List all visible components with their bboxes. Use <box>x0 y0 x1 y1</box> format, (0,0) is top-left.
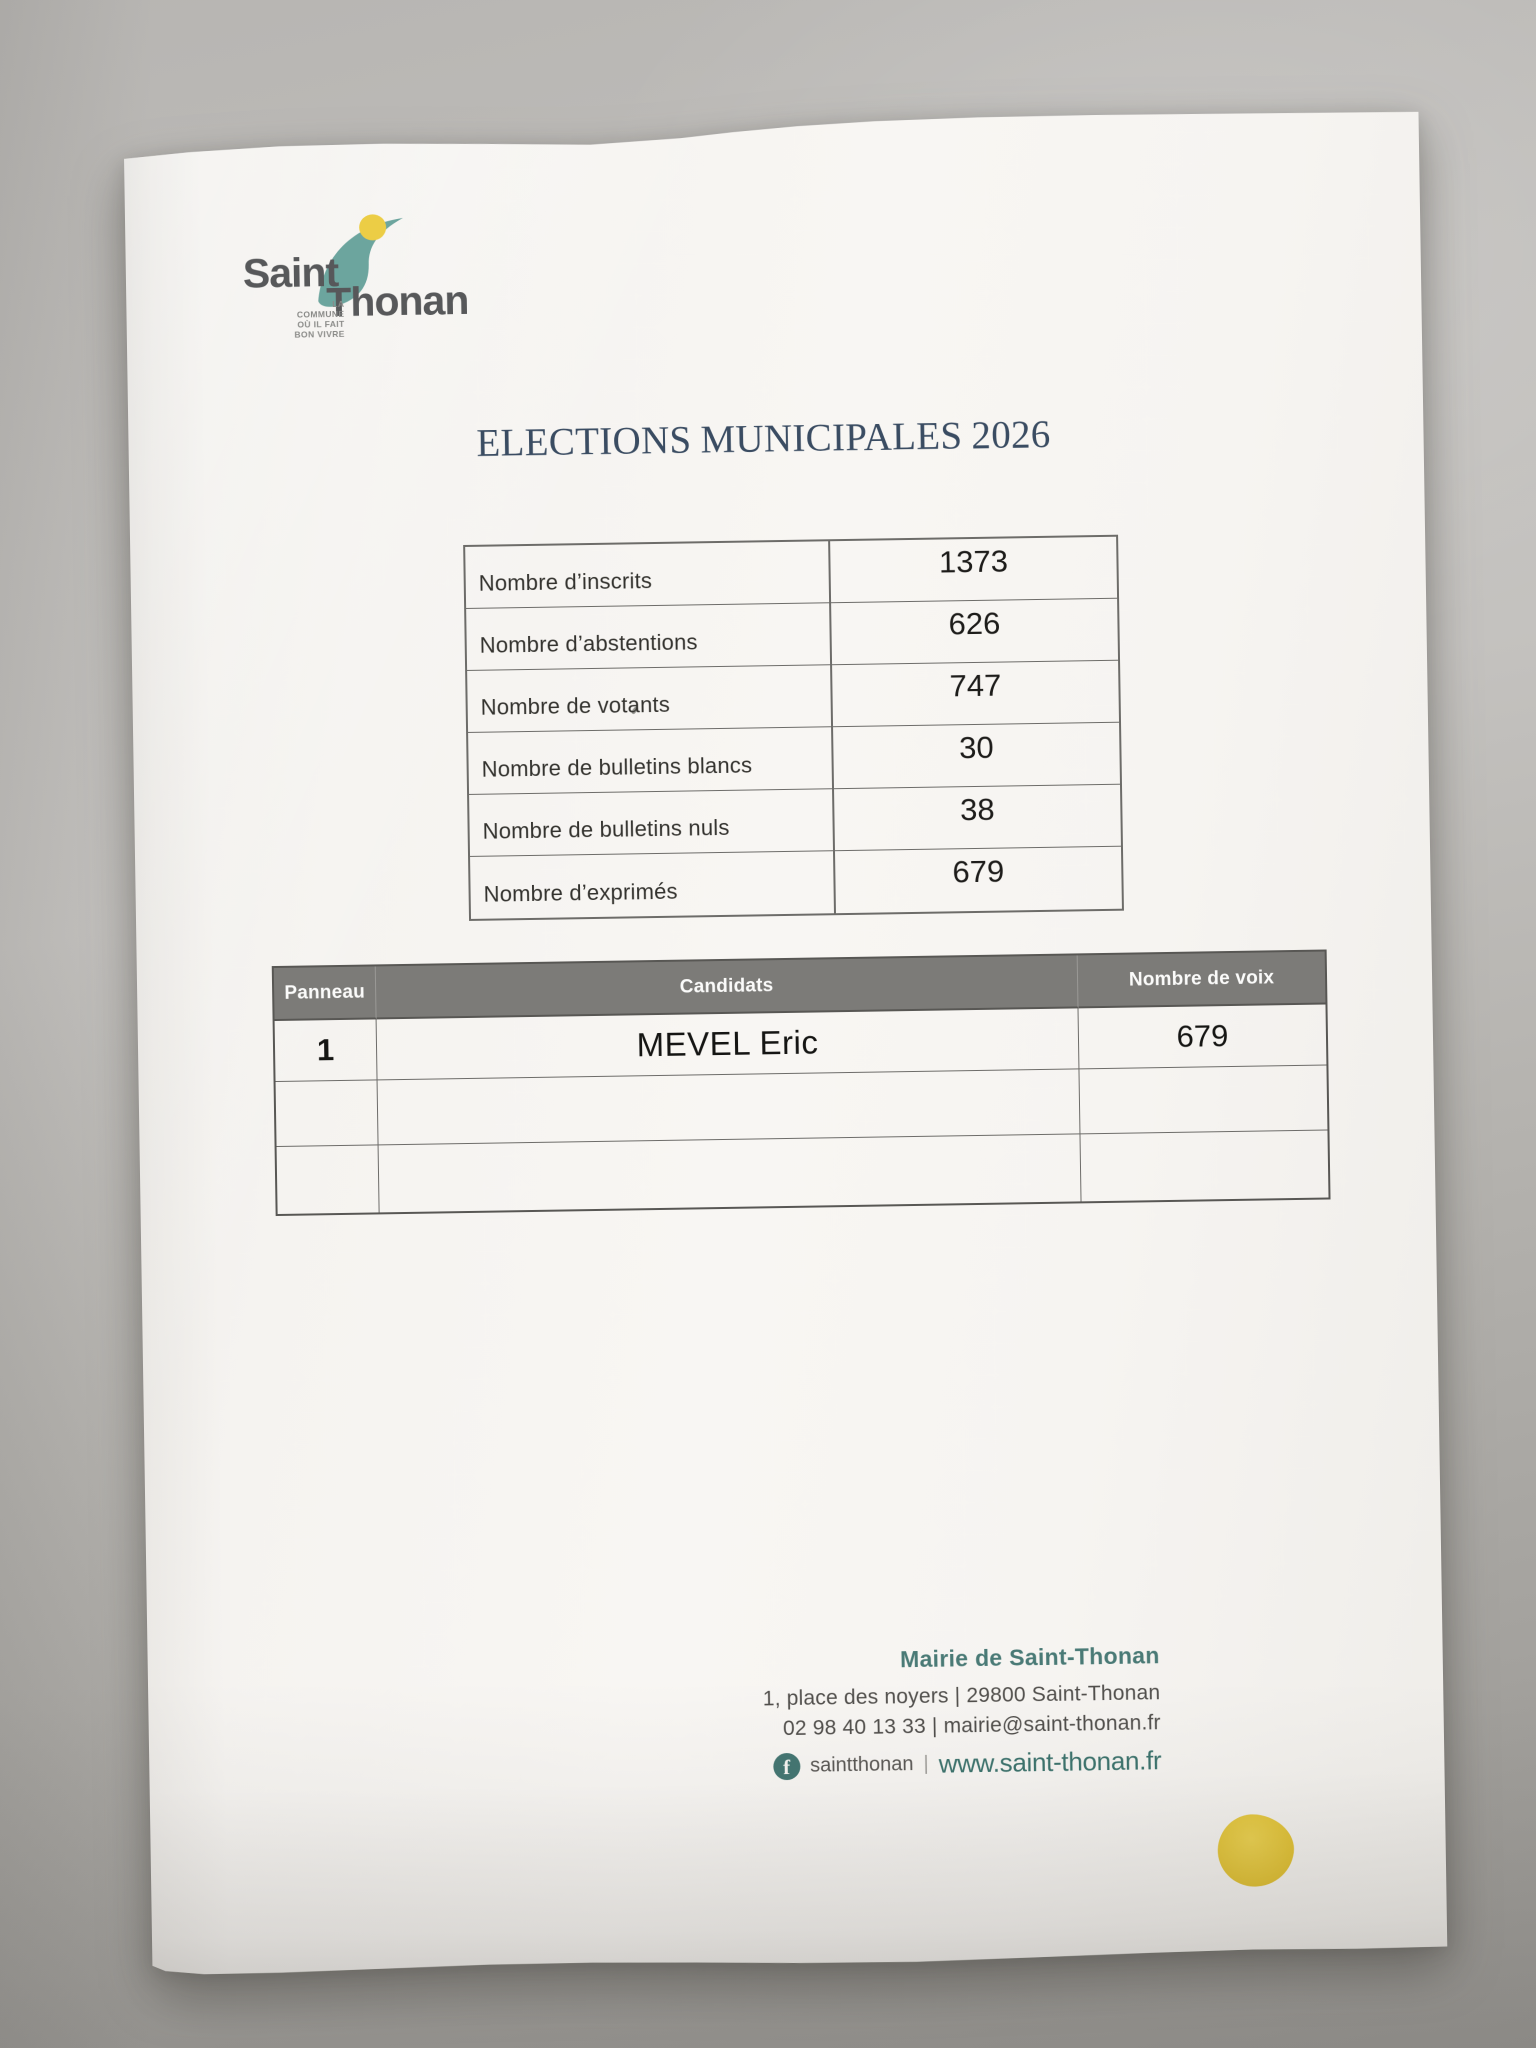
stats-value: 30 <box>833 723 1120 789</box>
paper-sheet: Saint Thonan LA COMMUNE OÙ IL FAIT BON V… <box>124 110 1448 1975</box>
logo-tagline-line: LA COMMUNE <box>296 298 345 320</box>
stats-label: Nombre d’abstentions <box>466 603 832 671</box>
stats-label: Nombre de bulletins nuls <box>469 789 835 857</box>
stats-label: Nombre d’exprimés <box>470 851 836 919</box>
logo-tagline-line: BON VIVRE <box>294 328 345 340</box>
results-header-panneau: Panneau <box>274 966 377 1021</box>
results-cell-candidat <box>378 1069 1081 1145</box>
stats-label: Nombre de votants <box>467 665 833 733</box>
results-cell-voix <box>1079 1066 1327 1135</box>
contact-line: 02 98 40 13 33 | mairie@saint-thonan.fr <box>782 1711 1161 1741</box>
website-text: www.saint-thonan.fr <box>938 1745 1162 1779</box>
letterhead-footer: Mairie de Saint-Thonan 1, place des noye… <box>762 1642 1162 1782</box>
separator-bar: | <box>923 1752 929 1775</box>
results-cell-voix: 679 <box>1079 1005 1327 1070</box>
yellow-sticker-dot <box>1214 1810 1298 1891</box>
saint-thonan-logo: Saint Thonan LA COMMUNE OÙ IL FAIT BON V… <box>237 224 519 368</box>
facebook-handle: saintthonan <box>809 1753 914 1777</box>
stats-value: 1373 <box>830 537 1117 603</box>
facebook-icon: f <box>773 1753 800 1780</box>
stats-value: 38 <box>834 785 1121 851</box>
stats-value: 747 <box>832 661 1119 727</box>
logo-wordmark-thonan: Thonan <box>325 276 469 326</box>
results-table: Panneau Candidats Nombre de voix 1 MEVEL… <box>272 949 1331 1216</box>
results-cell-panneau <box>276 1080 379 1147</box>
stats-table: Nombre d’inscrits 1373 Nombre d’abstenti… <box>463 535 1124 921</box>
results-cell-panneau: 1 <box>275 1019 378 1082</box>
stats-value: 626 <box>831 599 1118 665</box>
logo-wordmark-saint: Saint <box>242 248 339 297</box>
results-cell-candidat: MEVEL Eric <box>377 1008 1080 1080</box>
logo-tagline: LA COMMUNE OÙ IL FAIT BON VIVRE <box>288 299 345 340</box>
logo-swoosh-icon <box>311 212 413 316</box>
results-cell-voix <box>1080 1130 1328 1201</box>
page-title: ELECTIONS MUNICIPALES 2026 <box>476 412 1051 465</box>
stats-label: Nombre de bulletins blancs <box>468 727 834 795</box>
social-line: f saintthonan | www.saint-thonan.fr <box>764 1745 1162 1782</box>
mairie-name: Mairie de Saint-Thonan <box>899 1642 1160 1673</box>
results-header-voix: Nombre de voix <box>1078 952 1326 1009</box>
stats-label: Nombre d’inscrits <box>465 541 831 609</box>
document-paper: Saint Thonan LA COMMUNE OÙ IL FAIT BON V… <box>124 110 1448 1975</box>
results-cell-panneau <box>277 1145 380 1214</box>
results-cell-candidat <box>379 1134 1082 1212</box>
stats-value: 679 <box>952 853 1005 890</box>
